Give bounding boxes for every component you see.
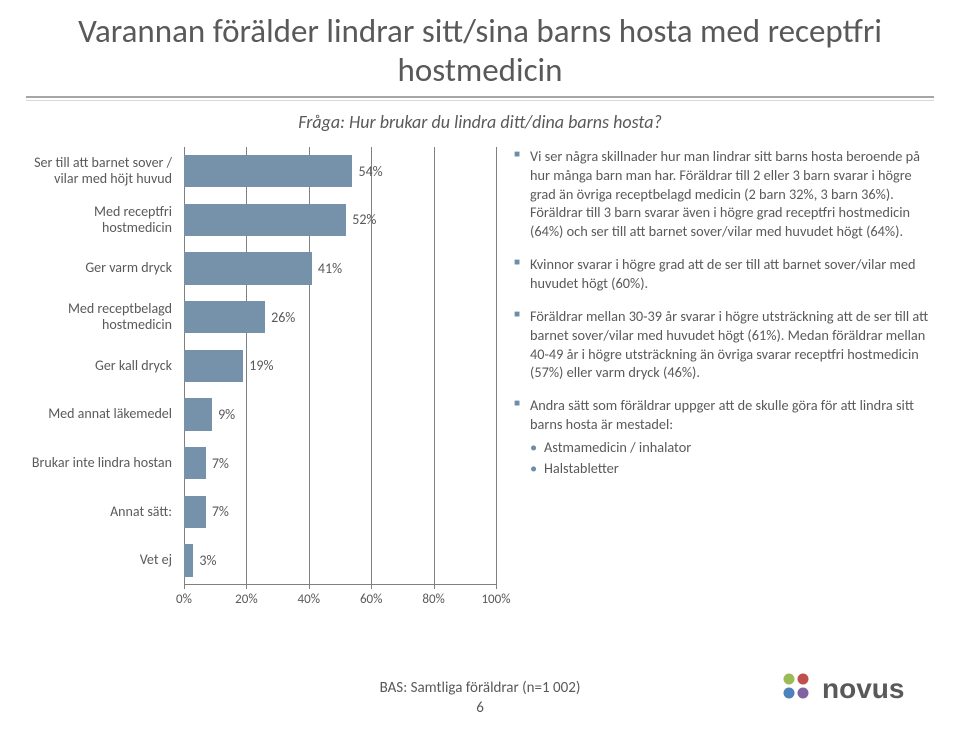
chart-bar-row: 7% bbox=[184, 439, 496, 488]
chart-bar-value: 52% bbox=[352, 211, 376, 228]
insights: Vi ser några skillnader hur man lindrar … bbox=[514, 147, 934, 492]
chart-category-label: Med annat läkemedel bbox=[26, 390, 176, 439]
chart-category-label: Med receptbelagd hostmedicin bbox=[26, 293, 176, 342]
chart-bar bbox=[184, 544, 193, 576]
chart-bar-value: 54% bbox=[358, 163, 382, 180]
insight-bullet: Kvinnor svarar i högre grad att de ser t… bbox=[514, 255, 934, 293]
svg-text:novus: novus bbox=[822, 673, 904, 704]
subtitle: Fråga: Hur brukar du lindra ditt/dina ba… bbox=[26, 111, 934, 133]
chart-bar-value: 26% bbox=[271, 309, 295, 326]
page-title: Varannan förälder lindrar sitt/sina barn… bbox=[26, 12, 934, 90]
chart-bar-row: 7% bbox=[184, 487, 496, 536]
chart-bar bbox=[184, 155, 352, 187]
title-rule bbox=[26, 96, 934, 101]
chart-gridline bbox=[496, 147, 497, 585]
chart-category-label: Ger varm dryck bbox=[26, 244, 176, 293]
insight-sub-bullet: Astmamedicin / inhalator bbox=[530, 438, 934, 457]
insight-bullet: Vi ser några skillnader hur man lindrar … bbox=[514, 147, 934, 241]
logo-dot bbox=[798, 688, 809, 699]
chart-tick-mark bbox=[371, 584, 372, 589]
chart-bar bbox=[184, 301, 265, 333]
chart-category-label: Med receptfri hostmedicin bbox=[26, 196, 176, 245]
chart-bar bbox=[184, 252, 312, 284]
chart-category-label: Annat sätt: bbox=[26, 487, 176, 536]
chart-category-label: Ger kall dryck bbox=[26, 342, 176, 391]
chart-bar-row: 54% bbox=[184, 147, 496, 196]
chart-bar-value: 7% bbox=[212, 455, 229, 472]
chart-x-tick: 40% bbox=[298, 592, 320, 607]
chart-x-tick: 20% bbox=[235, 592, 257, 607]
chart-tick-mark bbox=[246, 584, 247, 589]
chart-bar bbox=[184, 447, 206, 479]
chart-tick-mark bbox=[496, 584, 497, 589]
chart-bar bbox=[184, 350, 243, 382]
chart-bar-row: 41% bbox=[184, 244, 496, 293]
chart-tick-mark bbox=[434, 584, 435, 589]
chart-bar-value: 9% bbox=[218, 406, 235, 423]
chart-bar-value: 41% bbox=[318, 260, 342, 277]
chart-bar bbox=[184, 496, 206, 528]
chart-category-label: Brukar inte lindra hostan bbox=[26, 439, 176, 488]
logo-dot bbox=[784, 674, 795, 685]
chart-tick-mark bbox=[184, 584, 185, 589]
chart-bar-row: 9% bbox=[184, 390, 496, 439]
chart-bar-row: 26% bbox=[184, 293, 496, 342]
insight-bullet: Andra sätt som föräldrar uppger att de s… bbox=[514, 396, 934, 477]
chart-x-tick: 100% bbox=[481, 592, 510, 607]
chart-category-label: Ser till att barnet sover / vilar med hö… bbox=[26, 147, 176, 196]
chart-bar-row: 52% bbox=[184, 196, 496, 245]
novus-logo: novus bbox=[780, 668, 930, 713]
chart-x-tick: 60% bbox=[360, 592, 382, 607]
chart-bar bbox=[184, 204, 346, 236]
chart: Ser till att barnet sover / vilar med hö… bbox=[26, 147, 496, 607]
insight-bullet: Föräldrar mellan 30-39 år svarar i högre… bbox=[514, 307, 934, 382]
chart-category-label: Vet ej bbox=[26, 536, 176, 585]
chart-x-tick: 80% bbox=[422, 592, 444, 607]
insight-sub-bullet: Halstabletter bbox=[530, 459, 934, 478]
chart-bar bbox=[184, 398, 212, 430]
chart-bar-value: 7% bbox=[212, 503, 229, 520]
chart-bar-value: 19% bbox=[249, 357, 273, 374]
logo-dot bbox=[784, 688, 795, 699]
chart-bar-value: 3% bbox=[199, 552, 216, 569]
chart-bar-row: 19% bbox=[184, 342, 496, 391]
chart-x-tick: 0% bbox=[176, 592, 192, 607]
logo-dot bbox=[798, 674, 809, 685]
chart-tick-mark bbox=[309, 584, 310, 589]
chart-bar-row: 3% bbox=[184, 536, 496, 585]
